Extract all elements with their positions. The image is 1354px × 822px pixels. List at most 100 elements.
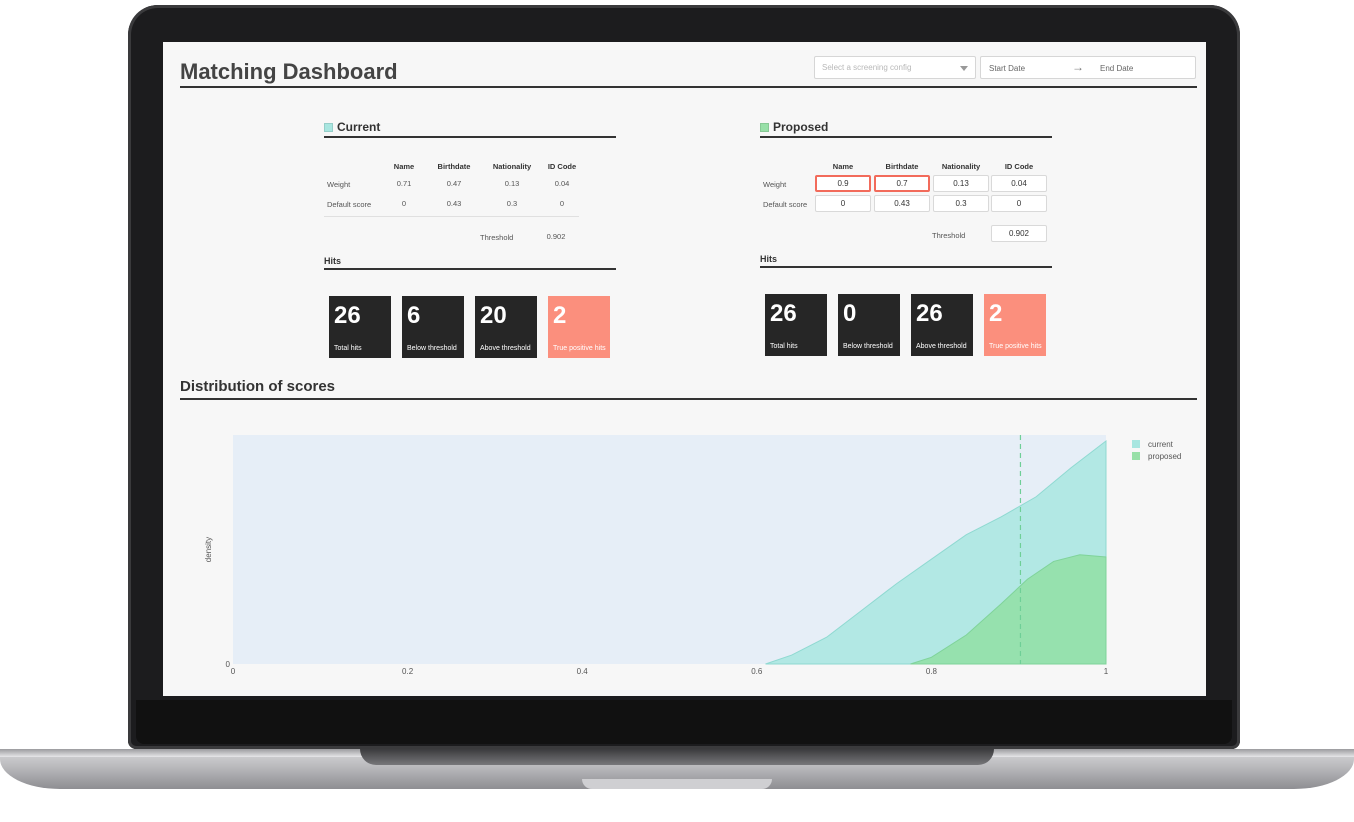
current-title: Current bbox=[337, 120, 381, 134]
default-id-code-value: 0 bbox=[559, 199, 565, 208]
screen: Matching Dashboard Select a screening co… bbox=[163, 42, 1206, 696]
weight-row: Weight 0.9 0.7 0.13 0.04 bbox=[760, 174, 1052, 194]
series-area-proposed bbox=[910, 554, 1107, 665]
default-nationality-input[interactable]: 0.3 bbox=[933, 195, 989, 212]
below-threshold-label: Below threshold bbox=[407, 345, 457, 352]
proposed-title: Proposed bbox=[773, 120, 829, 134]
total-hits-label: Total hits bbox=[334, 345, 362, 352]
default-id-code-input[interactable]: 0 bbox=[991, 195, 1047, 212]
current-hits-title: Hits bbox=[324, 256, 616, 270]
header: Matching Dashboard Select a screening co… bbox=[180, 54, 1197, 88]
page-title: Matching Dashboard bbox=[180, 59, 398, 84]
below-threshold-card: 0 Below threshold bbox=[838, 294, 900, 356]
x-tick-label: 0.8 bbox=[926, 667, 938, 676]
laptop-bezel bbox=[136, 700, 1232, 744]
legend-swatch-current bbox=[1132, 440, 1140, 448]
current-weights-table: Name Birthdate Nationality ID Code Weigh… bbox=[324, 160, 616, 242]
above-threshold-value: 26 bbox=[916, 300, 943, 327]
total-hits-value: 26 bbox=[770, 300, 797, 327]
proposed-panel-title: Proposed bbox=[760, 118, 1052, 138]
true-positive-value: 2 bbox=[989, 300, 1003, 327]
distribution-title: Distribution of scores bbox=[180, 378, 1197, 400]
below-threshold-card: 6 Below threshold bbox=[402, 296, 464, 358]
threshold-row: Threshold 0.902 bbox=[760, 224, 1052, 244]
current-panel-title: Current bbox=[324, 118, 616, 138]
weight-birthdate-value: 0.47 bbox=[446, 179, 462, 188]
column-header-birthdate: Birthdate bbox=[437, 162, 471, 171]
current-swatch bbox=[324, 122, 333, 132]
x-tick-label: 0.2 bbox=[402, 667, 414, 676]
weight-nationality-value: 0.13 bbox=[504, 179, 520, 188]
x-tick-label: 0 bbox=[231, 667, 236, 676]
weight-id-code-value: 0.04 bbox=[554, 179, 570, 188]
above-threshold-value: 20 bbox=[480, 302, 507, 329]
threshold-input[interactable]: 0.902 bbox=[991, 225, 1047, 242]
chevron-down-icon bbox=[960, 66, 968, 71]
legend-swatch-proposed bbox=[1132, 452, 1140, 460]
column-header-nationality: Nationality bbox=[492, 162, 532, 171]
true-positive-label: True positive hits bbox=[989, 343, 1042, 350]
weight-name-value: 0.71 bbox=[396, 179, 412, 188]
laptop-notch bbox=[582, 779, 772, 789]
below-threshold-label: Below threshold bbox=[843, 343, 893, 350]
y-axis-label: density bbox=[204, 537, 213, 562]
default-name-input[interactable]: 0 bbox=[815, 195, 871, 212]
threshold-label: Threshold bbox=[932, 231, 966, 240]
total-hits-card: 26 Total hits bbox=[765, 294, 827, 356]
true-positive-card: 2 True positive hits bbox=[548, 296, 610, 358]
column-header-birthdate: Birthdate bbox=[885, 162, 919, 171]
column-header-nationality: Nationality bbox=[941, 162, 981, 171]
threshold-value: 0.902 bbox=[546, 232, 566, 241]
above-threshold-card: 20 Above threshold bbox=[475, 296, 537, 358]
default-score-row: Default score 0 0.43 0.3 0 bbox=[324, 194, 616, 214]
end-date-input[interactable]: End Date bbox=[1100, 64, 1134, 73]
default-nationality-value: 0.3 bbox=[506, 199, 518, 208]
current-hit-cards: 26 Total hits 6 Below threshold 20 Above… bbox=[329, 296, 610, 358]
above-threshold-label: Above threshold bbox=[916, 343, 967, 350]
proposed-hits-title: Hits bbox=[760, 254, 1052, 268]
default-name-value: 0 bbox=[401, 199, 407, 208]
proposed-panel: Proposed Name Birthdate Nationality ID C… bbox=[760, 118, 1052, 356]
true-positive-value: 2 bbox=[553, 302, 567, 329]
default-birthdate-input[interactable]: 0.43 bbox=[874, 195, 930, 212]
distribution-chart: 0 0.2 0.4 0.6 0.8 1 0 density current proposed bbox=[204, 435, 1181, 676]
date-range-picker[interactable]: Start Date → End Date bbox=[980, 56, 1196, 79]
default-score-label: Default score bbox=[327, 200, 372, 209]
weight-nationality-input[interactable]: 0.13 bbox=[933, 175, 989, 192]
weight-label: Weight bbox=[763, 180, 787, 189]
proposed-hit-cards: 26 Total hits 0 Below threshold 26 Above… bbox=[765, 294, 1046, 356]
total-hits-card: 26 Total hits bbox=[329, 296, 391, 358]
config-placeholder: Select a screening config bbox=[822, 63, 912, 72]
x-tick-label: 0.6 bbox=[751, 667, 763, 676]
weight-birthdate-input[interactable]: 0.7 bbox=[874, 175, 930, 192]
total-hits-label: Total hits bbox=[770, 343, 798, 350]
above-threshold-card: 26 Above threshold bbox=[911, 294, 973, 356]
config-select[interactable]: Select a screening config bbox=[814, 56, 976, 79]
true-positive-label: True positive hits bbox=[553, 345, 606, 352]
above-threshold-label: Above threshold bbox=[480, 345, 531, 352]
weight-name-input[interactable]: 0.9 bbox=[815, 175, 871, 192]
column-header-name: Name bbox=[832, 162, 854, 171]
column-header-id-code: ID Code bbox=[1004, 162, 1034, 171]
threshold-row: Threshold 0.902 bbox=[324, 226, 616, 246]
column-header-name: Name bbox=[393, 162, 415, 171]
below-threshold-value: 0 bbox=[843, 300, 857, 327]
current-panel: Current Name Birthdate Nationality ID Co… bbox=[324, 118, 616, 358]
table-header-row: Name Birthdate Nationality ID Code bbox=[760, 160, 1052, 174]
laptop-hinge bbox=[360, 749, 994, 765]
true-positive-card: 2 True positive hits bbox=[984, 294, 1046, 356]
weight-id-code-input[interactable]: 0.04 bbox=[991, 175, 1047, 192]
x-tick-label: 0.4 bbox=[577, 667, 589, 676]
x-tick-label: 1 bbox=[1104, 667, 1109, 676]
default-birthdate-value: 0.43 bbox=[446, 199, 462, 208]
threshold-label: Threshold bbox=[480, 233, 514, 242]
weight-label: Weight bbox=[327, 180, 351, 189]
arrow-right-icon: → bbox=[1072, 60, 1084, 74]
weight-row: Weight 0.71 0.47 0.13 0.04 bbox=[324, 174, 616, 194]
below-threshold-value: 6 bbox=[407, 302, 421, 329]
divider bbox=[324, 216, 579, 217]
proposed-swatch bbox=[760, 122, 769, 132]
legend-label-current: current bbox=[1148, 440, 1174, 449]
start-date-input[interactable]: Start Date bbox=[989, 64, 1026, 73]
default-score-label: Default score bbox=[763, 200, 808, 209]
